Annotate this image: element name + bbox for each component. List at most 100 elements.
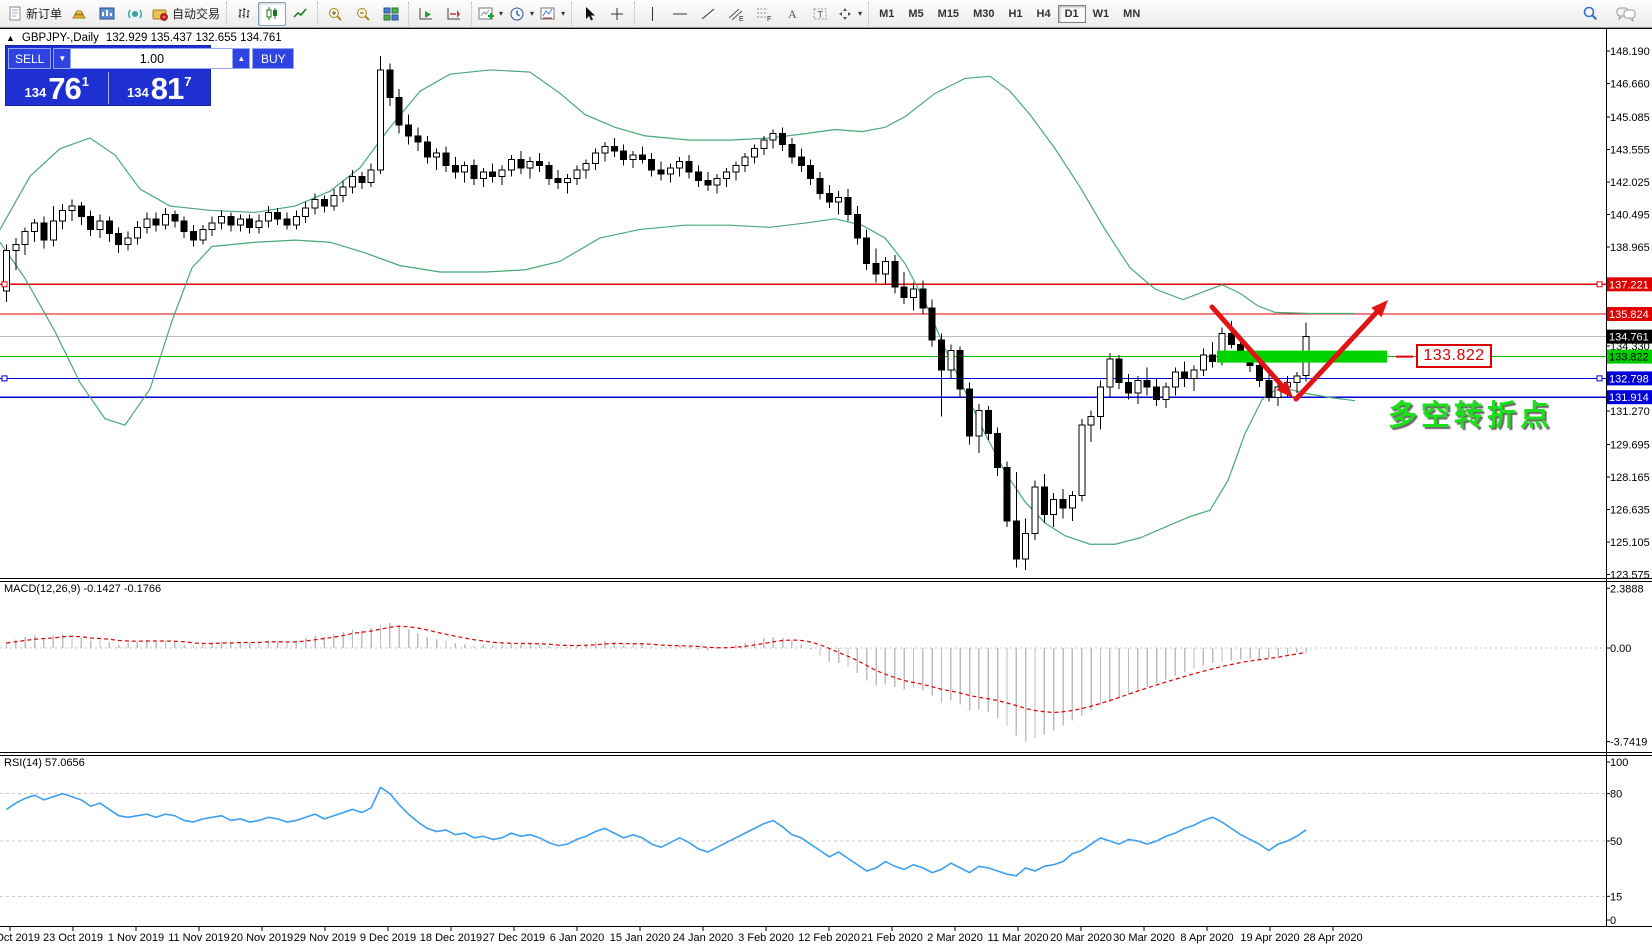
axis-tick-label: 100 [1610, 757, 1628, 769]
text-button[interactable]: A [778, 2, 806, 26]
sell-price-prefix: 134 [24, 85, 47, 100]
toolbar-group [571, 1, 634, 26]
autotrade-button[interactable]: 自动交易 [149, 2, 223, 26]
line-chart-button[interactable] [286, 2, 314, 26]
toolbar-group [317, 1, 408, 26]
line-handle [1, 281, 8, 288]
candlestick-series [3, 56, 1310, 570]
search-button[interactable] [1576, 2, 1604, 26]
zoom-out-icon [355, 6, 372, 22]
date-tick-label: 19 Apr 2020 [1240, 932, 1299, 944]
chat-icon [1616, 6, 1637, 22]
chart-canvas[interactable]: 148.190 146.660 145.085 143.555 142.025 140.4… [0, 28, 1652, 947]
history-center-button[interactable] [65, 2, 93, 26]
axis-tick-label: 148.190 [1610, 46, 1650, 58]
price-badge-135.824 [1607, 307, 1652, 322]
label-button[interactable]: T [806, 2, 834, 26]
candlestick-button[interactable] [258, 1, 287, 26]
timeframe-m1[interactable]: M1 [879, 7, 895, 20]
timeframe-w1[interactable]: W1 [1092, 7, 1110, 20]
hline-button[interactable] [666, 2, 694, 26]
axis-tick-label: 132.798 [1609, 373, 1649, 385]
dropdown-caret-icon[interactable]: ▾ [499, 9, 504, 18]
sell-price[interactable]: 134 76 1 [6, 71, 108, 105]
date-tick-label: 8 Apr 2020 [1180, 932, 1233, 944]
axis-tick-label: 0.00 [1610, 643, 1631, 655]
sell-button[interactable]: SELL [8, 48, 52, 69]
date-tick-label: 21 Feb 2020 [861, 932, 923, 944]
signals-button[interactable] [121, 2, 149, 26]
indicators-icon [478, 6, 495, 22]
zoom-in-button[interactable] [321, 2, 349, 26]
candles-icon [264, 6, 281, 22]
trendline-button[interactable] [694, 2, 722, 26]
chart-shift-button[interactable] [440, 2, 468, 26]
bar-chart-button[interactable] [230, 2, 258, 26]
buy-button[interactable]: BUY [252, 48, 295, 69]
timeframe-h4[interactable]: H4 [1036, 7, 1051, 20]
axis-tick-label: 2.3888 [1610, 583, 1644, 595]
dropdown-caret-icon[interactable]: ▾ [530, 9, 535, 18]
tile-windows-button[interactable] [377, 2, 405, 26]
dropdown-caret-icon[interactable]: ▾ [858, 9, 863, 18]
shapes-button[interactable]: ▾ [834, 2, 865, 26]
collapse-icon[interactable]: ▲ [6, 33, 15, 43]
chat-button[interactable] [1612, 2, 1640, 26]
gold-bars-icon [71, 6, 88, 22]
date-tick-label: 1 Nov 2019 [108, 932, 164, 944]
date-tick-label: 29 Nov 2019 [294, 932, 356, 944]
fibonacci-button[interactable]: F [750, 2, 778, 26]
timeframe-h1[interactable]: H1 [1008, 7, 1023, 20]
support-highlight-bar [1217, 350, 1387, 363]
volume-decrease-button[interactable]: ▼ [53, 48, 72, 69]
axis-tick-label: 123.575 [1610, 570, 1650, 582]
dropdown-caret-icon[interactable]: ▾ [561, 9, 566, 18]
timeframe-mn[interactable]: MN [1123, 7, 1141, 20]
panel-borders [0, 28, 1652, 927]
autotrade-button-label: 自动交易 [172, 7, 221, 21]
vline-icon [646, 6, 659, 22]
svg-text:T: T [817, 9, 823, 19]
timeframe-d1[interactable]: D1 [1057, 4, 1086, 23]
templates-button[interactable]: ▾ [537, 2, 568, 26]
volume-input[interactable] [71, 48, 233, 69]
volume-increase-button[interactable]: ▲ [232, 48, 251, 69]
fibo-icon: F [755, 6, 773, 22]
cursor-button[interactable] [575, 2, 603, 26]
annotation-text[interactable]: 多空转折点 [1388, 400, 1554, 432]
periods-icon [509, 6, 526, 22]
zoom-out-button[interactable] [349, 2, 377, 26]
axis-tick-label: 134.761 [1609, 332, 1649, 344]
buy-price[interactable]: 134 81 7 [109, 71, 211, 105]
timeframe-m15[interactable]: M15 [937, 7, 960, 20]
horizontal-level-lines [0, 283, 1606, 398]
vline-button[interactable] [638, 2, 666, 26]
axis-tick-label: 145.085 [1610, 112, 1650, 124]
axis-tick-label: 0 [1610, 915, 1616, 927]
indicators-button[interactable]: ▾ [475, 2, 506, 26]
axis-tick-label: 142.025 [1610, 177, 1650, 189]
date-tick-label: 20 Mar 2020 [1050, 932, 1112, 944]
axis-tick-label: 15 [1610, 891, 1622, 903]
axis-tick-label: 129.695 [1610, 439, 1650, 451]
timeframe-m30[interactable]: M30 [973, 7, 995, 20]
axis-tick-label: 146.660 [1610, 79, 1650, 91]
new-order-button[interactable]: 新订单 [5, 2, 65, 26]
date-tick-label: 3 Feb 2020 [738, 932, 794, 944]
autoscroll-button[interactable] [412, 2, 440, 26]
buy-price-main: 81 [150, 71, 184, 106]
timeframe-m5[interactable]: M5 [908, 7, 924, 20]
shapes-icon [837, 6, 854, 22]
axis-tick-label: 138.965 [1610, 242, 1650, 254]
price-badge-131.914 [1607, 390, 1652, 405]
price-callout[interactable]: 133.822 [1416, 344, 1492, 368]
crosshair-button[interactable] [603, 2, 631, 26]
channel-button[interactable]: E [722, 2, 750, 26]
market-watch-button[interactable] [93, 2, 121, 26]
axis-tick-label: 135.824 [1609, 309, 1649, 321]
buy-price-prefix: 134 [127, 85, 149, 100]
periods-button[interactable]: ▾ [506, 2, 537, 26]
axis-tick-label: 140.495 [1610, 210, 1650, 222]
date-tick-label: 11 Mar 2020 [988, 932, 1049, 944]
